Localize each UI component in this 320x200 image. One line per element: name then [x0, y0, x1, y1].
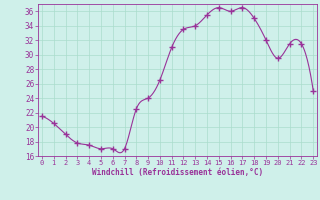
- X-axis label: Windchill (Refroidissement éolien,°C): Windchill (Refroidissement éolien,°C): [92, 168, 263, 177]
